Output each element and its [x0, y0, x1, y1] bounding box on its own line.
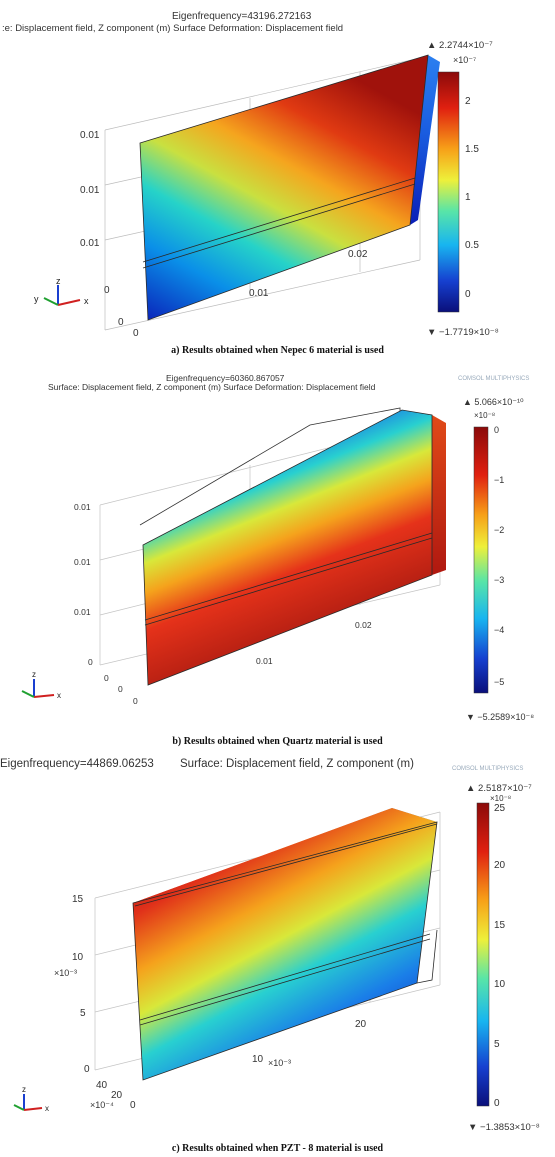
axis-triad-icon: z x [13, 1085, 49, 1113]
y-tick: 0 [104, 673, 109, 683]
beam-front-face [143, 410, 432, 685]
eigenfrequency-label: Eigenfrequency=60360.867057 [166, 373, 285, 383]
beam-front-face [133, 808, 437, 1080]
z-tick: 15 [72, 894, 84, 905]
colorbar-tick: 0 [465, 289, 471, 300]
svg-text:z: z [22, 1085, 26, 1094]
colorbar-min-label: ▼ −1.7719×10⁻⁸ [427, 327, 499, 338]
svg-text:z: z [32, 670, 36, 679]
beam-side-face [410, 55, 440, 225]
y-tick: 0 [104, 285, 110, 296]
colorbar-scale-label: ×10⁻⁸ [474, 411, 496, 420]
colorbar-tick: −2 [494, 525, 504, 535]
caption-a: a) Results obtained when Nepec 6 materia… [171, 345, 384, 356]
beam-side-face [432, 415, 446, 575]
z-tick: 5 [80, 1008, 86, 1019]
x-tick: 10 [252, 1054, 264, 1065]
colorbar-tick: 1 [465, 192, 471, 203]
colorbar [473, 426, 489, 694]
caption-c: c) Results obtained when PZT - 8 materia… [171, 1143, 384, 1154]
colorbar [437, 71, 460, 313]
svg-text:x: x [45, 1104, 49, 1113]
z-tick: 0.01 [74, 502, 91, 512]
z-tick: 0 [88, 657, 93, 667]
axis-triad-icon: z x y [34, 276, 89, 306]
x-tick: 0.02 [355, 620, 372, 630]
plot-subtitle: Surface: Displacement field, Z component… [180, 758, 414, 770]
colorbar-scale-label: ×10⁻⁷ [453, 55, 477, 65]
y-tick: 0 [130, 1100, 136, 1111]
z-tick: 0.01 [74, 607, 91, 617]
eigenfrequency-label: Eigenfrequency=43196.272163 [172, 11, 312, 22]
colorbar-tick: −1 [494, 475, 504, 485]
colorbar-tick: 1.5 [465, 144, 479, 155]
colorbar-min-label: ▼ −1.3853×10⁻⁸ [468, 1122, 540, 1133]
y-tick: 0 [118, 317, 124, 328]
plot-subtitle: :e: Displacement field, Z component (m) … [2, 23, 344, 34]
colorbar-max-label: ▲ 2.2744×10⁻⁷ [427, 40, 493, 51]
y-tick: 20 [111, 1090, 123, 1101]
y-tick: 0 [118, 684, 123, 694]
colorbar-max-label: ▲ 2.5187×10⁻⁷ [466, 783, 532, 794]
x-tick: 0.02 [348, 249, 368, 260]
colorbar-tick: 15 [494, 920, 506, 931]
axis-triad-icon: z x [21, 670, 61, 700]
colorbar-min-label: ▼ −5.2589×10⁻⁸ [466, 712, 535, 722]
colorbar-scale-label: ×10⁻⁸ [490, 794, 512, 803]
plot-b: 0.01 0.01 0.01 0 0.01 0.02 0 0 0 0 −1 −2… [21, 407, 504, 706]
colorbar [476, 802, 490, 1107]
caption-b: b) Results obtained when Quartz material… [172, 736, 383, 747]
colorbar-tick: 0.5 [465, 240, 479, 251]
plot-c: 15 10 ×10⁻³ 5 0 10 ×10⁻³ 20 40 20 0 ×10⁻… [13, 802, 506, 1113]
z-tick: 0.01 [80, 185, 100, 196]
z-tick: 10 [72, 952, 84, 963]
colorbar-tick: −5 [494, 677, 504, 687]
svg-text:y: y [34, 294, 39, 304]
colorbar-tick: 10 [494, 979, 506, 990]
svg-text:x: x [84, 296, 89, 306]
x-tick: 0.01 [249, 288, 269, 299]
comsol-logo: COMSOL MULTIPHYSICS [452, 766, 524, 772]
y-tick: 0 [133, 328, 139, 339]
panel-a: Eigenfrequency=43196.272163 :e: Displace… [0, 0, 555, 365]
y-tick: 40 [96, 1080, 108, 1091]
colorbar-tick: −4 [494, 625, 504, 635]
colorbar-tick: 0 [494, 1098, 500, 1109]
x-tick: 0.01 [256, 656, 273, 666]
z-exponent: ×10⁻³ [54, 968, 77, 978]
svg-text:x: x [57, 691, 61, 700]
z-tick: 0.01 [80, 238, 100, 249]
y-tick: 0 [133, 696, 138, 706]
z-tick: 0.01 [80, 130, 100, 141]
comsol-logo: COMSOL MULTIPHYSICS [458, 376, 530, 382]
y-exponent: ×10⁻⁴ [90, 1100, 114, 1110]
colorbar-tick: 20 [494, 860, 506, 871]
panel-b: Eigenfrequency=60360.867057 Surface: Dis… [0, 365, 555, 750]
colorbar-tick: 0 [494, 425, 499, 435]
colorbar-tick: 25 [494, 803, 506, 814]
eigenfrequency-label: Eigenfrequency=44869.06253 [0, 758, 154, 770]
svg-text:z: z [56, 276, 61, 286]
plot-a: 0.01 0.01 0.01 0.01 0.02 0 0 0 2 1.5 1 0… [34, 54, 479, 339]
z-tick: 0 [84, 1064, 90, 1075]
colorbar-tick: 5 [494, 1039, 500, 1050]
plot-subtitle: Surface: Displacement field, Z component… [48, 382, 376, 392]
x-exponent: ×10⁻³ [268, 1058, 291, 1068]
colorbar-tick: −3 [494, 575, 504, 585]
colorbar-tick: 2 [465, 96, 471, 107]
z-tick: 0.01 [74, 557, 91, 567]
x-tick: 20 [355, 1019, 367, 1030]
panel-c: Eigenfrequency=44869.06253 Surface: Disp… [0, 750, 555, 1157]
colorbar-max-label: ▲ 5.066×10⁻¹⁰ [463, 397, 524, 407]
